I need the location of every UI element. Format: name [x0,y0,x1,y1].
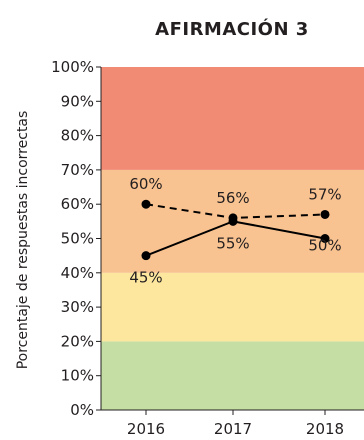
data-label-dashed-2017: 56% [216,189,249,207]
y-tick-label-40: 40% [61,264,94,282]
y-axis-label: Porcentaje de respuestas incorrectas [15,111,31,370]
series-solid-point-2018 [320,234,330,243]
y-tick-label-80: 80% [61,127,94,145]
x-tick-label-2017: 2017 [214,420,252,438]
y-tick-label-50: 50% [61,230,94,248]
chart-title: AFIRMACIÓN 3 [155,18,309,40]
y-tick-label-90: 90% [61,92,94,110]
band-3 [101,67,364,170]
data-label-dashed-2016: 60% [129,175,162,193]
y-tick-label-10: 10% [61,367,94,385]
series-solid-point-2017 [228,216,238,226]
x-tick-label-2018: 2018 [306,420,344,438]
series-dashed-point-2018 [320,209,330,219]
y-tick-label-70: 70% [61,161,94,179]
data-label-solid-2017: 55% [216,234,249,252]
x-tick-label-2016: 2016 [127,420,165,438]
y-tick-label-100: 100% [51,58,94,76]
y-tick-label-60: 60% [61,195,94,213]
band-0 [101,341,364,410]
data-label-dashed-2018: 57% [308,185,341,203]
series-dashed-point-2016 [141,199,151,209]
series-solid-point-2016 [141,251,151,261]
y-tick-label-30: 30% [61,298,94,316]
band-1 [101,272,364,342]
y-tick-label-20: 20% [61,332,94,350]
data-label-solid-2018: 50% [308,237,341,255]
data-label-solid-2016: 45% [129,269,162,287]
y-tick-label-0: 0% [70,401,94,419]
